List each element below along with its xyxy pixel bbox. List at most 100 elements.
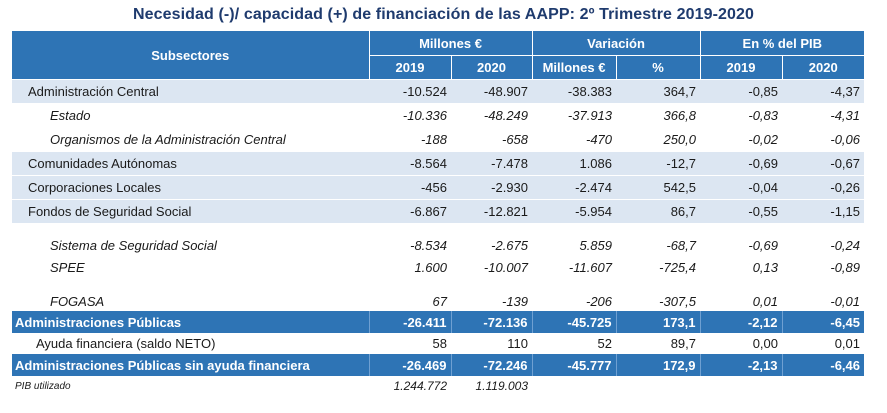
- table-row: Sistema de Seguridad Social -8.534 -2.67…: [12, 223, 865, 255]
- header-2020: 2020: [451, 55, 533, 80]
- cell-2019: -188: [369, 127, 451, 152]
- cell-var-millones: -11.607: [532, 255, 617, 279]
- cell-pib-2020: -0,24: [782, 223, 865, 255]
- cell-2019: -456: [369, 175, 451, 200]
- cell-var-pct: 542,5: [616, 175, 701, 200]
- footer-2019: 1.244.772: [369, 376, 451, 396]
- cell-pib-2019: -0,85: [700, 79, 783, 103]
- header-pib-2019: 2019: [700, 55, 783, 80]
- cell-var-pct: -725,4: [616, 255, 701, 279]
- cell-2019: 58: [369, 333, 451, 354]
- cell-var-millones: -37.913: [532, 103, 617, 127]
- cell-var-pct: 89,7: [616, 333, 701, 354]
- cell-pib-2020: -6,46: [782, 354, 865, 376]
- table-row: Organismos de la Administración Central …: [12, 127, 865, 152]
- table-row-total: Administraciones Públicas sin ayuda fina…: [12, 354, 865, 376]
- cell-2019: -26.411: [369, 311, 452, 333]
- cell-var-millones: -45.725: [532, 311, 617, 333]
- row-label: Ayuda financiera (saldo NETO): [12, 333, 369, 354]
- row-label: Administración Central: [12, 79, 369, 103]
- cell-var-pct: -68,7: [616, 223, 701, 255]
- financing-table: Subsectores Millones € Variación En % de…: [12, 31, 865, 396]
- cell-2019: 67: [369, 279, 451, 311]
- cell-var-millones: -45.777: [532, 354, 617, 376]
- cell-var-millones: 5.859: [532, 223, 617, 255]
- footer-label: PIB utilizado: [12, 376, 369, 396]
- cell-2020: -658: [451, 127, 533, 152]
- footer-2020: 1.119.003: [451, 376, 533, 396]
- table-row: Administración Central -10.524 -48.907 -…: [12, 79, 865, 103]
- cell-pib-2020: 0,01: [782, 333, 865, 354]
- header-subsectores: Subsectores: [12, 31, 370, 80]
- cell-var-pct: 86,7: [616, 199, 701, 223]
- row-label: Estado: [12, 103, 369, 127]
- cell-pib-2020: -0,89: [782, 255, 865, 279]
- cell-pib-2020: -0,06: [782, 127, 865, 152]
- cell-pib-2020: -6,45: [782, 311, 865, 333]
- table-row-total: Administraciones Públicas -26.411 -72.13…: [12, 311, 865, 333]
- cell-2020: -48.907: [451, 79, 533, 103]
- cell-var-millones: -38.383: [532, 79, 617, 103]
- header-2019: 2019: [369, 55, 452, 80]
- row-label: FOGASA: [12, 279, 369, 311]
- cell-2020: -72.246: [451, 354, 533, 376]
- cell-var-millones: 1.086: [532, 151, 617, 176]
- cell-pib-2020: -0,01: [782, 279, 865, 311]
- header-var-pct: %: [616, 55, 701, 80]
- header-var-millones: Millones €: [532, 55, 617, 80]
- cell-pib-2019: -0,69: [700, 151, 783, 176]
- row-label: Sistema de Seguridad Social: [12, 223, 369, 255]
- cell-2019: -10.336: [369, 103, 451, 127]
- cell-2020: -48.249: [451, 103, 533, 127]
- row-label: SPEE: [12, 255, 369, 279]
- cell-var-millones: -206: [532, 279, 617, 311]
- cell-2020: -10.007: [451, 255, 533, 279]
- cell-2020: -12.821: [451, 199, 533, 223]
- cell-2020: -2.675: [451, 223, 533, 255]
- cell-pib-2019: -0,69: [700, 223, 783, 255]
- cell-pib-2019: -0,83: [700, 103, 783, 127]
- cell-var-millones: -470: [532, 127, 617, 152]
- cell-2019: -8.534: [369, 223, 451, 255]
- cell-pib-2019: -2,12: [700, 311, 783, 333]
- row-label: Administraciones Públicas: [12, 311, 370, 333]
- cell-pib-2019: -0,02: [700, 127, 783, 152]
- table-title: Necesidad (-)/ capacidad (+) de financia…: [132, 6, 755, 23]
- table-row: Ayuda financiera (saldo NETO) 58 110 52 …: [12, 333, 865, 354]
- cell-pib-2019: -0,55: [700, 199, 783, 223]
- cell-var-pct: 172,9: [616, 354, 701, 376]
- row-label: Comunidades Autónomas: [12, 151, 369, 176]
- cell-pib-2019: 0,13: [700, 255, 783, 279]
- cell-pib-2020: -1,15: [782, 199, 865, 223]
- cell-pib-2019: -2,13: [700, 354, 783, 376]
- cell-var-pct: 173,1: [616, 311, 701, 333]
- footer-row: PIB utilizado 1.244.772 1.119.003: [12, 376, 865, 396]
- row-label: Fondos de Seguridad Social: [12, 199, 369, 223]
- cell-2019: -10.524: [369, 79, 451, 103]
- cell-pib-2020: -4,31: [782, 103, 865, 127]
- row-label: Organismos de la Administración Central: [12, 127, 369, 152]
- cell-var-millones: -5.954: [532, 199, 617, 223]
- cell-var-pct: -12,7: [616, 151, 701, 176]
- table-row: FOGASA 67 -139 -206 -307,5 0,01 -0,01: [12, 279, 865, 311]
- cell-pib-2019: -0,04: [700, 175, 783, 200]
- cell-var-millones: 52: [532, 333, 617, 354]
- cell-var-pct: 366,8: [616, 103, 701, 127]
- cell-pib-2020: -0,26: [782, 175, 865, 200]
- header-pib-pct: En % del PIB: [700, 31, 865, 56]
- table-row: Corporaciones Locales -456 -2.930 -2.474…: [12, 175, 865, 200]
- cell-2020: 110: [451, 333, 533, 354]
- cell-pib-2019: 0,01: [700, 279, 783, 311]
- cell-2019: -6.867: [369, 199, 451, 223]
- cell-2020: -7.478: [451, 151, 533, 176]
- cell-var-pct: 250,0: [616, 127, 701, 152]
- cell-pib-2020: -4,37: [782, 79, 865, 103]
- cell-2020: -2.930: [451, 175, 533, 200]
- cell-var-pct: -307,5: [616, 279, 701, 311]
- cell-2020: -139: [451, 279, 533, 311]
- row-label: Corporaciones Locales: [12, 175, 369, 200]
- table-row: Fondos de Seguridad Social -6.867 -12.82…: [12, 199, 865, 223]
- cell-pib-2020: -0,67: [782, 151, 865, 176]
- cell-var-millones: -2.474: [532, 175, 617, 200]
- cell-2019: -26.469: [369, 354, 452, 376]
